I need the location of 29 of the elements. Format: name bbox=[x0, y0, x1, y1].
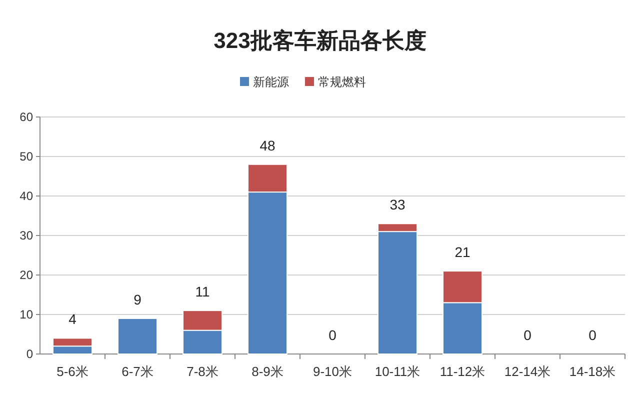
total-label: 9 bbox=[134, 291, 142, 308]
x-tick-label: 6-7米 bbox=[122, 364, 154, 379]
legend-label: 常规燃料 bbox=[318, 75, 366, 89]
y-tick-label: 60 bbox=[20, 110, 34, 124]
total-label: 33 bbox=[390, 196, 406, 213]
y-tick-label: 40 bbox=[20, 189, 34, 203]
y-tick-label: 50 bbox=[20, 150, 34, 164]
chart-title: 323批客车新品各长度 bbox=[214, 28, 426, 53]
bar bbox=[118, 318, 158, 354]
x-tick-label: 9-10米 bbox=[312, 364, 352, 379]
y-tick-label: 30 bbox=[20, 228, 34, 242]
x-tick-label: 8-9米 bbox=[252, 364, 284, 379]
total-label: 48 bbox=[260, 137, 276, 154]
total-label: 11 bbox=[195, 284, 210, 300]
total-label: 0 bbox=[524, 327, 532, 343]
y-tick-label: 20 bbox=[20, 268, 34, 282]
total-label: 4 bbox=[68, 311, 77, 328]
x-tick-label: 5-6米 bbox=[56, 364, 88, 379]
legend-label: 新能源 bbox=[253, 75, 289, 89]
x-tick-label: 11-12米 bbox=[440, 364, 486, 379]
x-tick-label: 12-14米 bbox=[504, 364, 551, 379]
y-tick-label: 10 bbox=[20, 308, 34, 322]
total-label: 0 bbox=[588, 327, 597, 343]
x-tick-label: 10-11米 bbox=[374, 364, 420, 379]
total-label: 0 bbox=[328, 327, 337, 343]
total-label: 21 bbox=[454, 244, 470, 260]
x-tick-label: 7-8米 bbox=[186, 364, 218, 379]
x-tick-label: 14-18米 bbox=[569, 364, 616, 379]
y-tick-label: 0 bbox=[26, 347, 34, 361]
